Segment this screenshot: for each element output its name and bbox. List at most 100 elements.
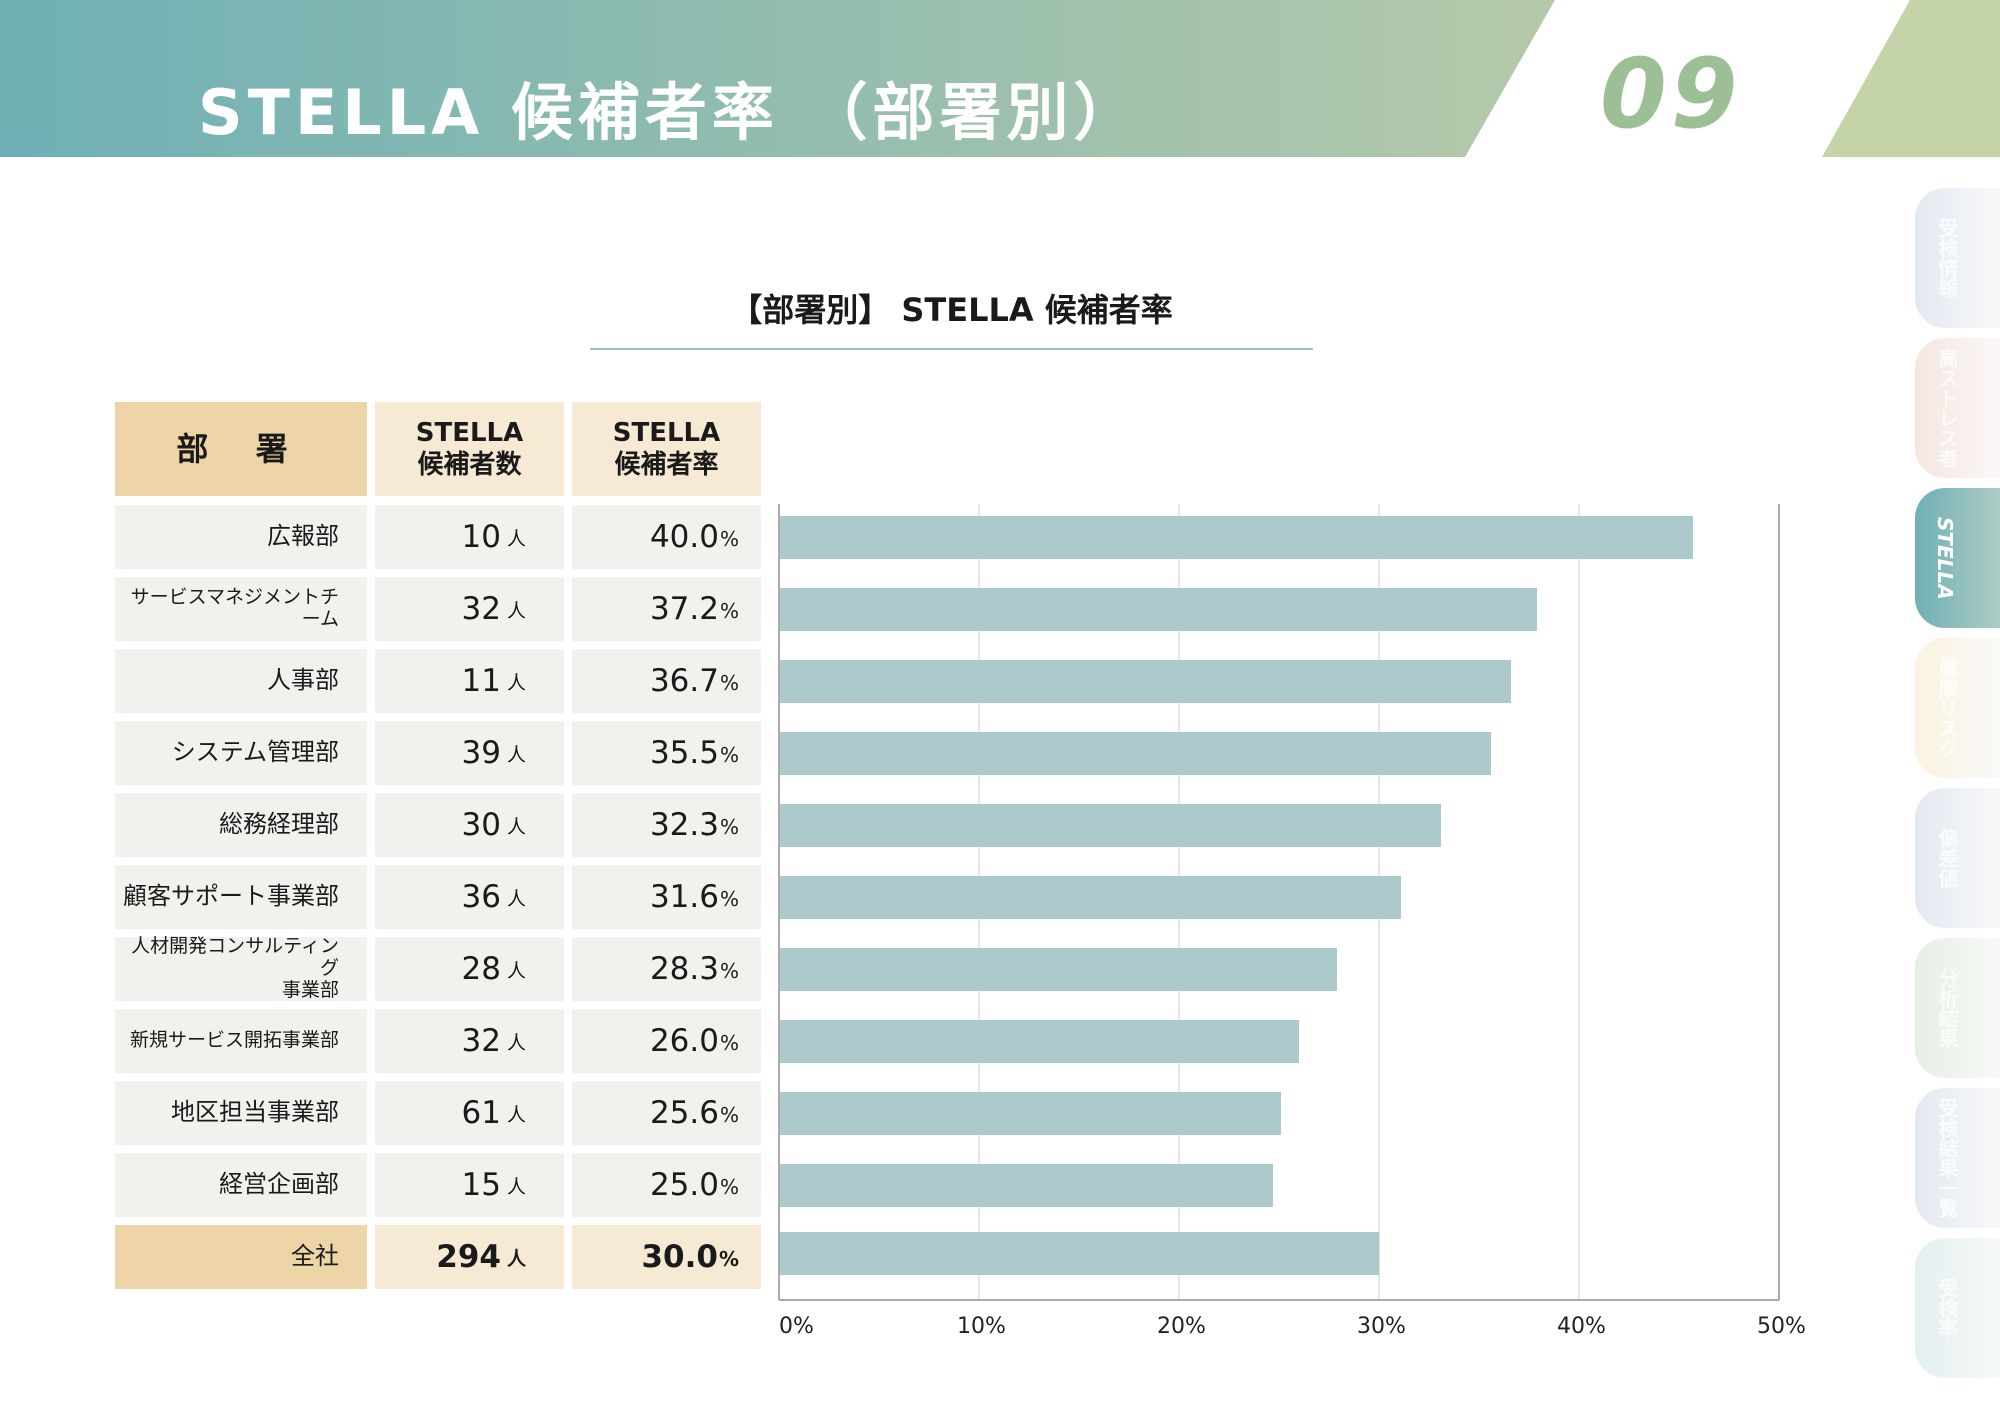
side-tab[interactable]: 受検率 (1915, 1238, 2000, 1378)
department-cell: 全社 (115, 1225, 367, 1289)
rate-value: 37.2 (649, 591, 719, 627)
rate-cell: 31.6% (572, 865, 761, 929)
side-tab-label: 健康リスク (1935, 658, 1959, 758)
rate-unit: % (719, 599, 739, 623)
department-cell: 人材開発コンサルティング 事業部 (115, 935, 367, 1001)
department-name: 地区担当事業部 (171, 1098, 339, 1127)
count-unit: 人 (506, 1248, 526, 1270)
count-value: 15 (461, 1167, 501, 1203)
side-tab-label: 受検情報 (1935, 218, 1959, 298)
rate-unit: % (719, 959, 739, 983)
x-tick-label: 10% (957, 1314, 1006, 1339)
count-unit: 人 (506, 744, 526, 766)
rate-value: 40.0 (649, 519, 719, 555)
rate-value: 26.0 (649, 1023, 719, 1059)
bar (780, 1232, 1379, 1275)
count-cell: 15 人 (375, 1153, 564, 1217)
column-header: STELLA 候補者率 (572, 402, 761, 496)
side-tab-label: STELLA (1933, 516, 1957, 600)
side-tab-label: 高ストレス者 (1935, 348, 1959, 468)
department-name: システム管理部 (171, 738, 339, 767)
rate-cell: 32.3% (572, 793, 761, 857)
column-header: 部 署 (115, 402, 367, 496)
count-value: 294 (436, 1239, 501, 1275)
side-tab[interactable]: 偏差値 (1915, 788, 2000, 928)
count-unit: 人 (506, 816, 526, 838)
rate-value: 35.5 (649, 735, 719, 771)
count-value: 32 (461, 1023, 501, 1059)
department-name: サービスマネジメントチーム (130, 586, 339, 630)
bar (780, 1092, 1281, 1135)
rate-cell: 40.0% (572, 505, 761, 569)
department-name: 新規サービス開拓事業部 (129, 1029, 339, 1052)
bar (780, 732, 1491, 775)
count-unit: 人 (506, 1104, 526, 1126)
side-tab[interactable]: 健康リスク (1915, 638, 2000, 778)
department-name: 人事部 (267, 666, 339, 695)
bar (780, 588, 1537, 631)
department-cell: 新規サービス開拓事業部 (115, 1009, 367, 1073)
rate-cell: 37.2% (572, 577, 761, 641)
rate-unit: % (719, 1103, 739, 1127)
count-value: 36 (461, 879, 501, 915)
rate-value: 31.6 (649, 879, 719, 915)
rate-value: 25.6 (649, 1095, 719, 1131)
chart-title: 【部署別】 STELLA 候補者率 (730, 291, 1173, 329)
title-underline (590, 348, 1313, 350)
rate-value: 30.0 (641, 1239, 718, 1275)
bar (780, 804, 1441, 847)
side-tab[interactable]: 高ストレス者 (1915, 338, 2000, 478)
x-tick-label: 50% (1757, 1314, 1806, 1339)
x-tick-label: 40% (1557, 1314, 1606, 1339)
rate-cell: 26.0% (572, 1009, 761, 1073)
count-cell: 32 人 (375, 577, 564, 641)
department-cell: 広報部 (115, 505, 367, 569)
count-unit: 人 (506, 960, 526, 982)
department-cell: 人事部 (115, 649, 367, 713)
side-tab[interactable]: 受検情報 (1915, 188, 2000, 328)
rate-cell: 35.5% (572, 721, 761, 785)
count-cell: 30 人 (375, 793, 564, 857)
department-name: 全社 (291, 1242, 339, 1271)
count-value: 30 (461, 807, 501, 843)
count-cell: 32 人 (375, 1009, 564, 1073)
department-name: 人材開発コンサルティング 事業部 (131, 935, 339, 1001)
rate-unit: % (719, 671, 739, 695)
rate-unit: % (718, 1247, 739, 1271)
column-header: STELLA 候補者数 (375, 402, 564, 496)
side-tab[interactable]: 分析結果 (1915, 938, 2000, 1078)
department-name: 総務経理部 (219, 810, 339, 839)
department-cell: サービスマネジメントチーム (115, 577, 367, 641)
side-tab[interactable]: STELLA (1915, 488, 2000, 628)
rate-cell: 30.0% (572, 1225, 761, 1289)
rate-unit: % (719, 815, 739, 839)
count-unit: 人 (506, 672, 526, 694)
rate-unit: % (719, 527, 739, 551)
rate-unit: % (719, 887, 739, 911)
count-cell: 28 人 (375, 937, 564, 1001)
department-name: 顧客サポート事業部 (123, 882, 339, 911)
count-cell: 36 人 (375, 865, 564, 929)
side-tab[interactable]: 受検結果一覧 (1915, 1088, 2000, 1228)
side-tab-label: 受検率 (1935, 1278, 1959, 1338)
department-name: 広報部 (267, 522, 339, 551)
count-value: 32 (461, 591, 501, 627)
count-unit: 人 (506, 600, 526, 622)
department-cell: 地区担当事業部 (115, 1081, 367, 1145)
rate-unit: % (719, 1031, 739, 1055)
count-value: 10 (461, 519, 501, 555)
side-tab-label: 受検結果一覧 (1935, 1098, 1959, 1218)
count-value: 61 (461, 1095, 501, 1131)
count-cell: 10 人 (375, 505, 564, 569)
count-cell: 294 人 (375, 1225, 564, 1289)
count-unit: 人 (506, 888, 526, 910)
count-unit: 人 (506, 1032, 526, 1054)
count-unit: 人 (506, 1176, 526, 1198)
count-value: 28 (461, 951, 501, 987)
rate-cell: 25.0% (572, 1153, 761, 1217)
department-cell: 顧客サポート事業部 (115, 865, 367, 929)
page-title: STELLA 候補者率 （部署別） (198, 76, 1141, 149)
rate-unit: % (719, 743, 739, 767)
count-cell: 11 人 (375, 649, 564, 713)
